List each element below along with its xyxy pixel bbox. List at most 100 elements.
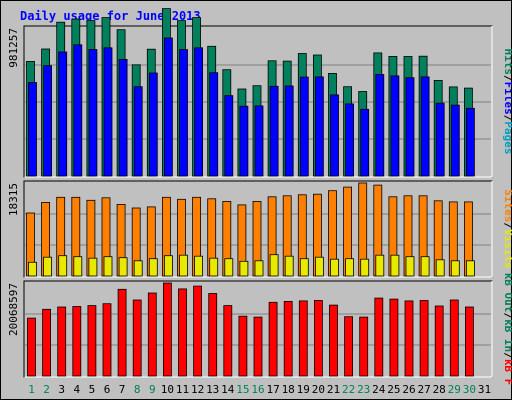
bar-kb-f [298,300,308,377]
legend-separator: / [502,312,512,319]
bar-kb-f [253,316,263,377]
bar-files [133,86,143,177]
day-label: 9 [149,383,156,396]
day-label: 21 [327,383,340,396]
bar-kb-f [72,306,82,377]
bar-visits [269,254,279,277]
day-label: 30 [463,383,476,396]
legend-item: Hits [502,49,512,76]
bar-files [194,47,204,177]
bar-visits [28,261,37,277]
day-label: 8 [134,383,141,396]
bar-kb-f [87,305,97,377]
bar-kb-f [162,282,172,377]
bar-files [103,47,113,177]
bar-visits [405,256,415,277]
day-label: 4 [73,383,80,396]
legend-item: Visits [502,229,512,269]
bar-kb-f [449,299,459,377]
bar-files [58,51,68,177]
bar-files [465,107,475,177]
bar-visits [420,256,430,277]
bar-kb-f [132,299,142,377]
legend-item: kB In [502,319,512,352]
bar-files [330,94,339,177]
bar-kb-f [389,298,399,377]
bar-visits [118,257,128,277]
bar-visits [103,256,113,277]
day-label: 23 [357,383,370,396]
day-label: 29 [448,383,461,396]
bar-visits [254,260,264,277]
max-value-label: 981257 [7,28,20,68]
bar-files [269,85,279,177]
bar-kb-f [464,306,474,377]
bar-kb-f [434,305,444,377]
day-label: 11 [176,383,189,396]
bar-files [314,76,324,177]
bar-kb-f [344,316,354,377]
bar-visits [299,258,309,277]
bar-kb-f [313,300,323,377]
bar-files [179,49,188,177]
day-label: 19 [297,383,310,396]
bar-files [118,59,128,177]
day-label: 24 [372,383,386,396]
bar-visits [58,255,68,277]
legend-item: kB F [502,359,512,386]
day-label: 13 [206,383,219,396]
bar-files [73,44,83,177]
bar-files [405,77,415,177]
chart-title: Daily usage for June 2013 [20,9,201,23]
bar-kb-f [359,316,369,377]
max-value-label: 20068597 [7,283,20,336]
day-label: 15 [236,383,249,396]
day-label: 18 [282,383,295,396]
bar-visits [435,259,445,277]
day-label: 12 [191,383,204,396]
bar-visits [314,256,324,277]
bar-kb-f [283,300,293,377]
legend-separator: / [502,115,512,122]
bar-files [390,75,400,177]
bar-visits [450,260,460,277]
bar-kb-f [193,285,203,377]
legend-separator: / [502,222,512,229]
day-label: 14 [221,383,235,396]
bar-visits [465,260,475,277]
bar-kb-f [329,304,338,377]
bar-files [299,76,309,177]
bar-visits [390,254,400,277]
bar-files [43,65,52,177]
bar-files [450,104,460,177]
bar-files [148,72,158,177]
bar-kb-f [117,288,127,377]
bar-kb-f [27,317,36,377]
day-label: 2 [43,383,50,396]
chart-panels: 981257Hits/Files/Pages18315Sites/Visits2… [7,8,512,386]
panel-visits: 18315 Sites/Visits [7,180,512,278]
bar-files [88,49,98,177]
legend-separator: / [502,352,512,359]
bar-visits [179,254,188,277]
day-label: 26 [402,383,415,396]
bar-kb-f [147,292,157,377]
bar-visits [375,254,385,277]
bar-visits [345,258,355,277]
bar-visits [73,256,83,277]
legend-item: Sites [502,189,512,222]
bar-visits [239,260,249,277]
bar-kb-f [102,303,112,377]
bar-visits [43,256,52,277]
day-label: 25 [387,383,400,396]
day-label: 27 [417,383,430,396]
legend-item: Files [502,82,512,115]
day-label: 22 [342,383,355,396]
bar-files [239,105,249,177]
bar-visits [148,258,158,277]
bar-kb-f [57,306,67,377]
legend: kB Out/kB In/kB F [502,273,512,386]
legend-separator: / [502,75,512,82]
bar-visits [209,257,219,277]
